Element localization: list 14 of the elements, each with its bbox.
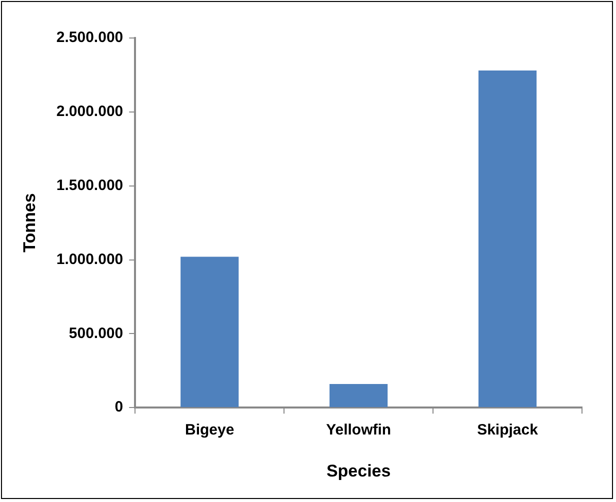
y-tick-label: 0 bbox=[114, 398, 124, 416]
x-tick-label: Yellowfin bbox=[326, 422, 392, 439]
x-axis-title: Species bbox=[326, 461, 391, 480]
x-tick-label: Bigeye bbox=[185, 422, 234, 439]
y-axis-title: Tonnes bbox=[20, 193, 39, 252]
y-tick-label: 500.000 bbox=[68, 324, 124, 342]
y-tick-label: 2.500.000 bbox=[56, 29, 124, 46]
y-tick-label: 2.000.000 bbox=[56, 103, 124, 120]
bar bbox=[330, 384, 388, 408]
y-tick-label: 1.000.000 bbox=[56, 250, 124, 268]
bar bbox=[478, 70, 537, 408]
x-tick-label: Skipjack bbox=[477, 422, 539, 439]
bar bbox=[180, 256, 239, 408]
y-tick-label: 1.500.000 bbox=[56, 176, 124, 194]
